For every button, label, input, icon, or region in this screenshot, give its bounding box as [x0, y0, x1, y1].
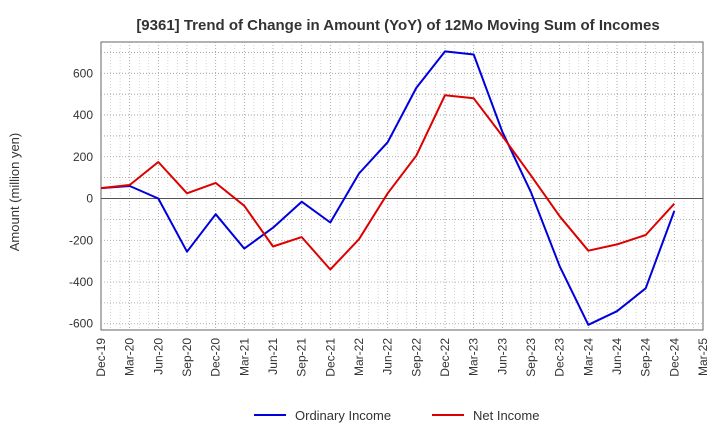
- x-tick-label: Dec-22: [438, 338, 452, 377]
- x-tick-label: Jun-22: [381, 338, 395, 375]
- x-tick-label: Mar-24: [581, 338, 595, 376]
- y-tick-label: 200: [73, 150, 93, 164]
- y-tick-label: 400: [73, 108, 93, 122]
- x-tick-label: Sep-21: [295, 338, 309, 377]
- y-tick-labels: 600 400 200 0 -200 -400 -600: [69, 66, 93, 330]
- x-tick-label: Dec-21: [323, 338, 337, 377]
- x-tick-label: Mar-23: [467, 338, 481, 376]
- x-tick-label: Jun-24: [610, 338, 624, 375]
- y-axis-label: Amount (million yen): [7, 133, 22, 252]
- x-tick-label: Mar-20: [123, 338, 137, 376]
- plot-area: [100, 41, 704, 331]
- series-line-ordinary-income: [100, 50, 676, 326]
- series-line-net-income: [100, 94, 676, 271]
- y-tick-label: 0: [86, 192, 93, 206]
- x-tick-label: Sep-24: [639, 338, 653, 377]
- x-tick-label: Jun-23: [495, 338, 509, 375]
- x-tick-label: Dec-24: [667, 338, 681, 377]
- chart-title: [9361] Trend of Change in Amount (YoY) o…: [136, 17, 659, 34]
- x-tick-label: Sep-20: [180, 338, 194, 377]
- x-tick-label: Sep-23: [524, 338, 538, 377]
- plot-frame: [100, 41, 704, 331]
- x-tick-label: Dec-19: [94, 338, 108, 377]
- x-tick-label: Sep-22: [409, 338, 423, 377]
- y-tick-label: -200: [69, 233, 93, 247]
- x-tick-label: Dec-23: [553, 338, 567, 377]
- y-tick-label: -600: [69, 317, 93, 331]
- x-tick-label: Dec-20: [209, 338, 223, 377]
- legend-label: Net Income: [473, 408, 539, 423]
- x-tick-label: Mar-21: [237, 338, 251, 376]
- x-tick-label: Jun-21: [266, 338, 280, 375]
- series-lines: [100, 50, 676, 326]
- x-tick-label: Mar-22: [352, 338, 366, 376]
- y-tick-label: 600: [73, 66, 93, 80]
- x-tick-labels: Dec-19 Mar-20 Jun-20 Sep-20 Dec-20 Mar-21 Jun-…: [94, 338, 710, 377]
- legend-label: Ordinary Income: [295, 408, 391, 423]
- grid-lines: [101, 42, 703, 330]
- legend: Ordinary Income Net Income: [254, 408, 539, 423]
- x-tick-label: Jun-20: [151, 338, 165, 375]
- x-tick-label: Mar-25: [696, 338, 710, 376]
- y-tick-label: -400: [69, 275, 93, 289]
